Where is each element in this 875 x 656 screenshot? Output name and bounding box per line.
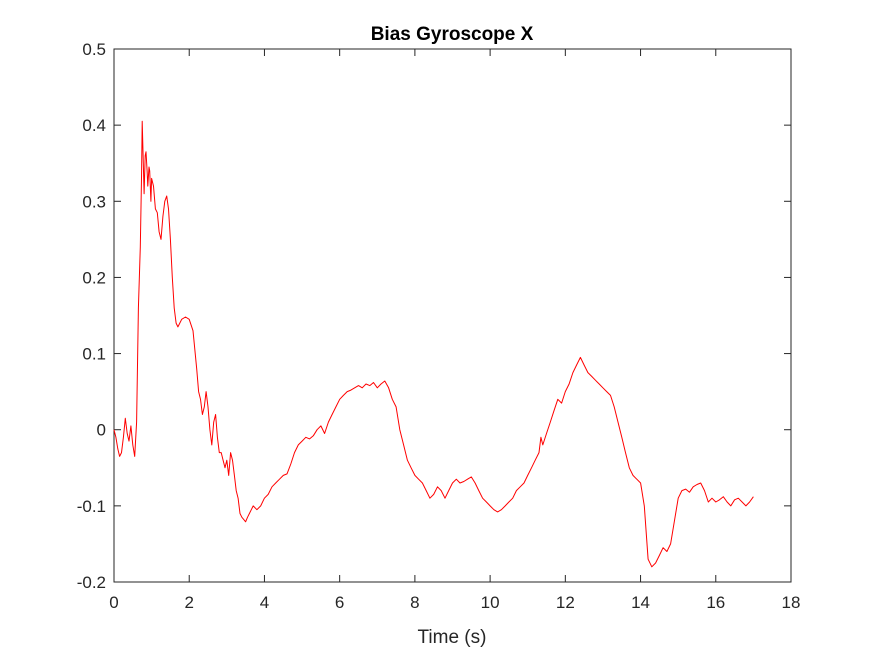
plot-area: 0 2 4 6 8 10 12 14 16 18 -0.2 -0.1 0 0.1 0.2 0.3 0.4 0.5 [77, 40, 801, 612]
chart-title: Bias Gyroscope X [371, 24, 534, 45]
y-tick-label: -0.2 [77, 573, 106, 592]
y-tick-label: -0.1 [77, 497, 106, 516]
y-tick-label: 0.4 [82, 116, 106, 135]
series-line-bias-gyroscope-x [113, 120, 754, 568]
x-tick-label: 18 [782, 593, 801, 612]
y-tick-label: 0.5 [82, 40, 106, 59]
x-tick-label: 14 [631, 593, 650, 612]
x-tick-label: 8 [410, 593, 419, 612]
x-axis-label: Time (s) [418, 627, 487, 648]
y-tick-label: 0.1 [82, 345, 106, 364]
x-tick-label: 0 [109, 593, 118, 612]
axes-box [113, 48, 792, 583]
y-tick-label: 0.2 [82, 268, 106, 287]
x-tick-label: 16 [706, 593, 725, 612]
x-tick-label: 6 [335, 593, 344, 612]
y-tick-label: 0 [97, 421, 106, 440]
y-tick-label: 0.3 [82, 192, 106, 211]
x-tick-label: 4 [260, 593, 269, 612]
x-tick-label: 10 [481, 593, 500, 612]
x-tick-label: 2 [184, 593, 193, 612]
x-tick-label: 12 [556, 593, 575, 612]
